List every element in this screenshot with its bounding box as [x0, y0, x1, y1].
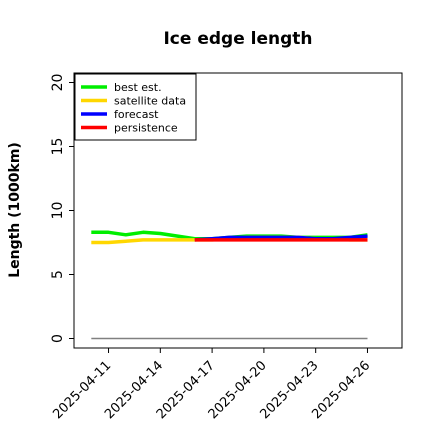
legend-label: forecast — [114, 108, 159, 121]
legend-label: best est. — [114, 81, 162, 94]
legend-label: persistence — [114, 122, 178, 135]
series-layer — [91, 230, 368, 340]
y-tick-label: 5 — [50, 270, 66, 279]
chart-title: Ice edge length — [163, 29, 312, 49]
legend-label: satellite data — [114, 95, 186, 108]
y-tick-label: 10 — [50, 202, 66, 220]
y-axis-label: Length (1000km) — [7, 142, 23, 278]
y-tick-label: 15 — [50, 138, 66, 156]
legend: best est.satellite dataforecastpersisten… — [74, 73, 197, 141]
y-tick-label: 20 — [50, 74, 66, 92]
y-axis: 0 5 10 15 20 — [50, 74, 74, 343]
y-tick-label: 0 — [50, 334, 66, 343]
x-axis: 2025-04-112025-04-142025-04-172025-04-20… — [50, 348, 373, 422]
